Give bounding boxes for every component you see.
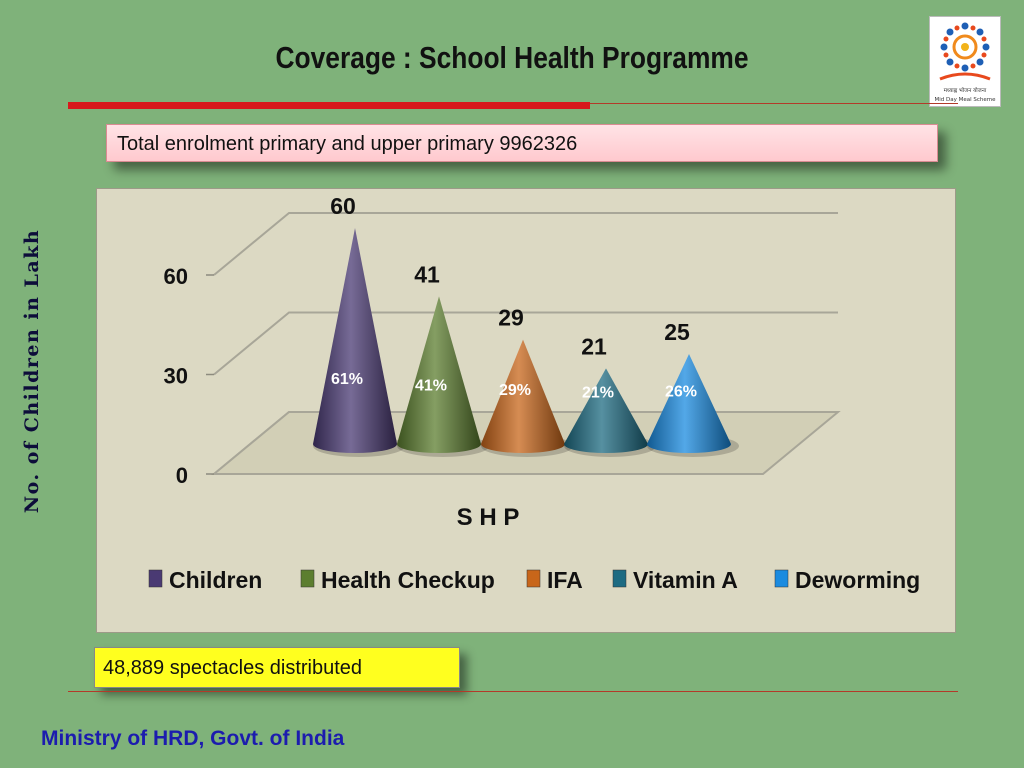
- legend-label: Vitamin A: [633, 567, 738, 593]
- legend-swatch: [300, 569, 315, 588]
- value-label: 41: [414, 261, 440, 287]
- percent-label: 29%: [499, 382, 531, 399]
- y-axis-label: No. of Children in Lakh: [21, 228, 43, 514]
- value-label: 29: [498, 305, 524, 331]
- chart-panel: 0 30 60 60 61% 41 41% 29 29% 21 21% 25 26% S H P Child…: [96, 188, 956, 633]
- gridline: [213, 311, 838, 376]
- title-underline: [590, 103, 958, 104]
- spectacles-callout: 48,889 spectacles distributed: [94, 647, 460, 688]
- legend-swatch: [526, 569, 541, 588]
- svg-text:Mid Day Meal Scheme: Mid Day Meal Scheme: [934, 97, 996, 103]
- x-axis-label: S H P: [457, 504, 520, 531]
- legend-label: IFA: [547, 567, 583, 593]
- cone-deworming: [647, 354, 731, 453]
- footer-rule: [68, 691, 958, 692]
- percent-label: 61%: [331, 371, 363, 388]
- mid-day-meal-logo: मध्याह्न भोजन योजना Mid Day Meal Scheme: [929, 16, 1001, 107]
- cone-ifa: [481, 339, 565, 453]
- legend-label: Health Checkup: [321, 567, 495, 593]
- cone-health-checkup: [397, 296, 481, 453]
- cone-vitamin-a: [564, 368, 648, 453]
- value-label: 25: [664, 319, 690, 345]
- y-tick-label: 30: [164, 364, 188, 389]
- value-label: 60: [330, 193, 356, 219]
- footer-text: Ministry of HRD, Govt. of India: [41, 727, 345, 750]
- title-underline-accent: [68, 102, 590, 109]
- gridline: [213, 212, 838, 276]
- svg-text:मध्याह्न भोजन योजना: मध्याह्न भोजन योजना: [944, 87, 987, 94]
- legend-swatch: [148, 569, 163, 588]
- legend-label: Deworming: [795, 567, 920, 593]
- slide-title: Coverage : School Health Programme: [275, 40, 749, 75]
- value-label: 21: [581, 333, 607, 359]
- legend-label: Children: [169, 567, 262, 593]
- cone-chart: 0 30 60 60 61% 41 41% 29 29% 21 21% 25 26% S H P Child…: [148, 193, 920, 593]
- percent-label: 26%: [665, 383, 697, 400]
- cone-children: [313, 228, 397, 453]
- y-tick-label: 60: [164, 264, 188, 289]
- enrolment-callout: Total enrolment primary and upper primar…: [106, 124, 938, 162]
- legend-swatch: [774, 569, 789, 588]
- legend-swatch: [612, 569, 627, 588]
- y-tick-label: 0: [176, 463, 188, 488]
- percent-label: 21%: [582, 385, 614, 402]
- percent-label: 41%: [415, 378, 447, 395]
